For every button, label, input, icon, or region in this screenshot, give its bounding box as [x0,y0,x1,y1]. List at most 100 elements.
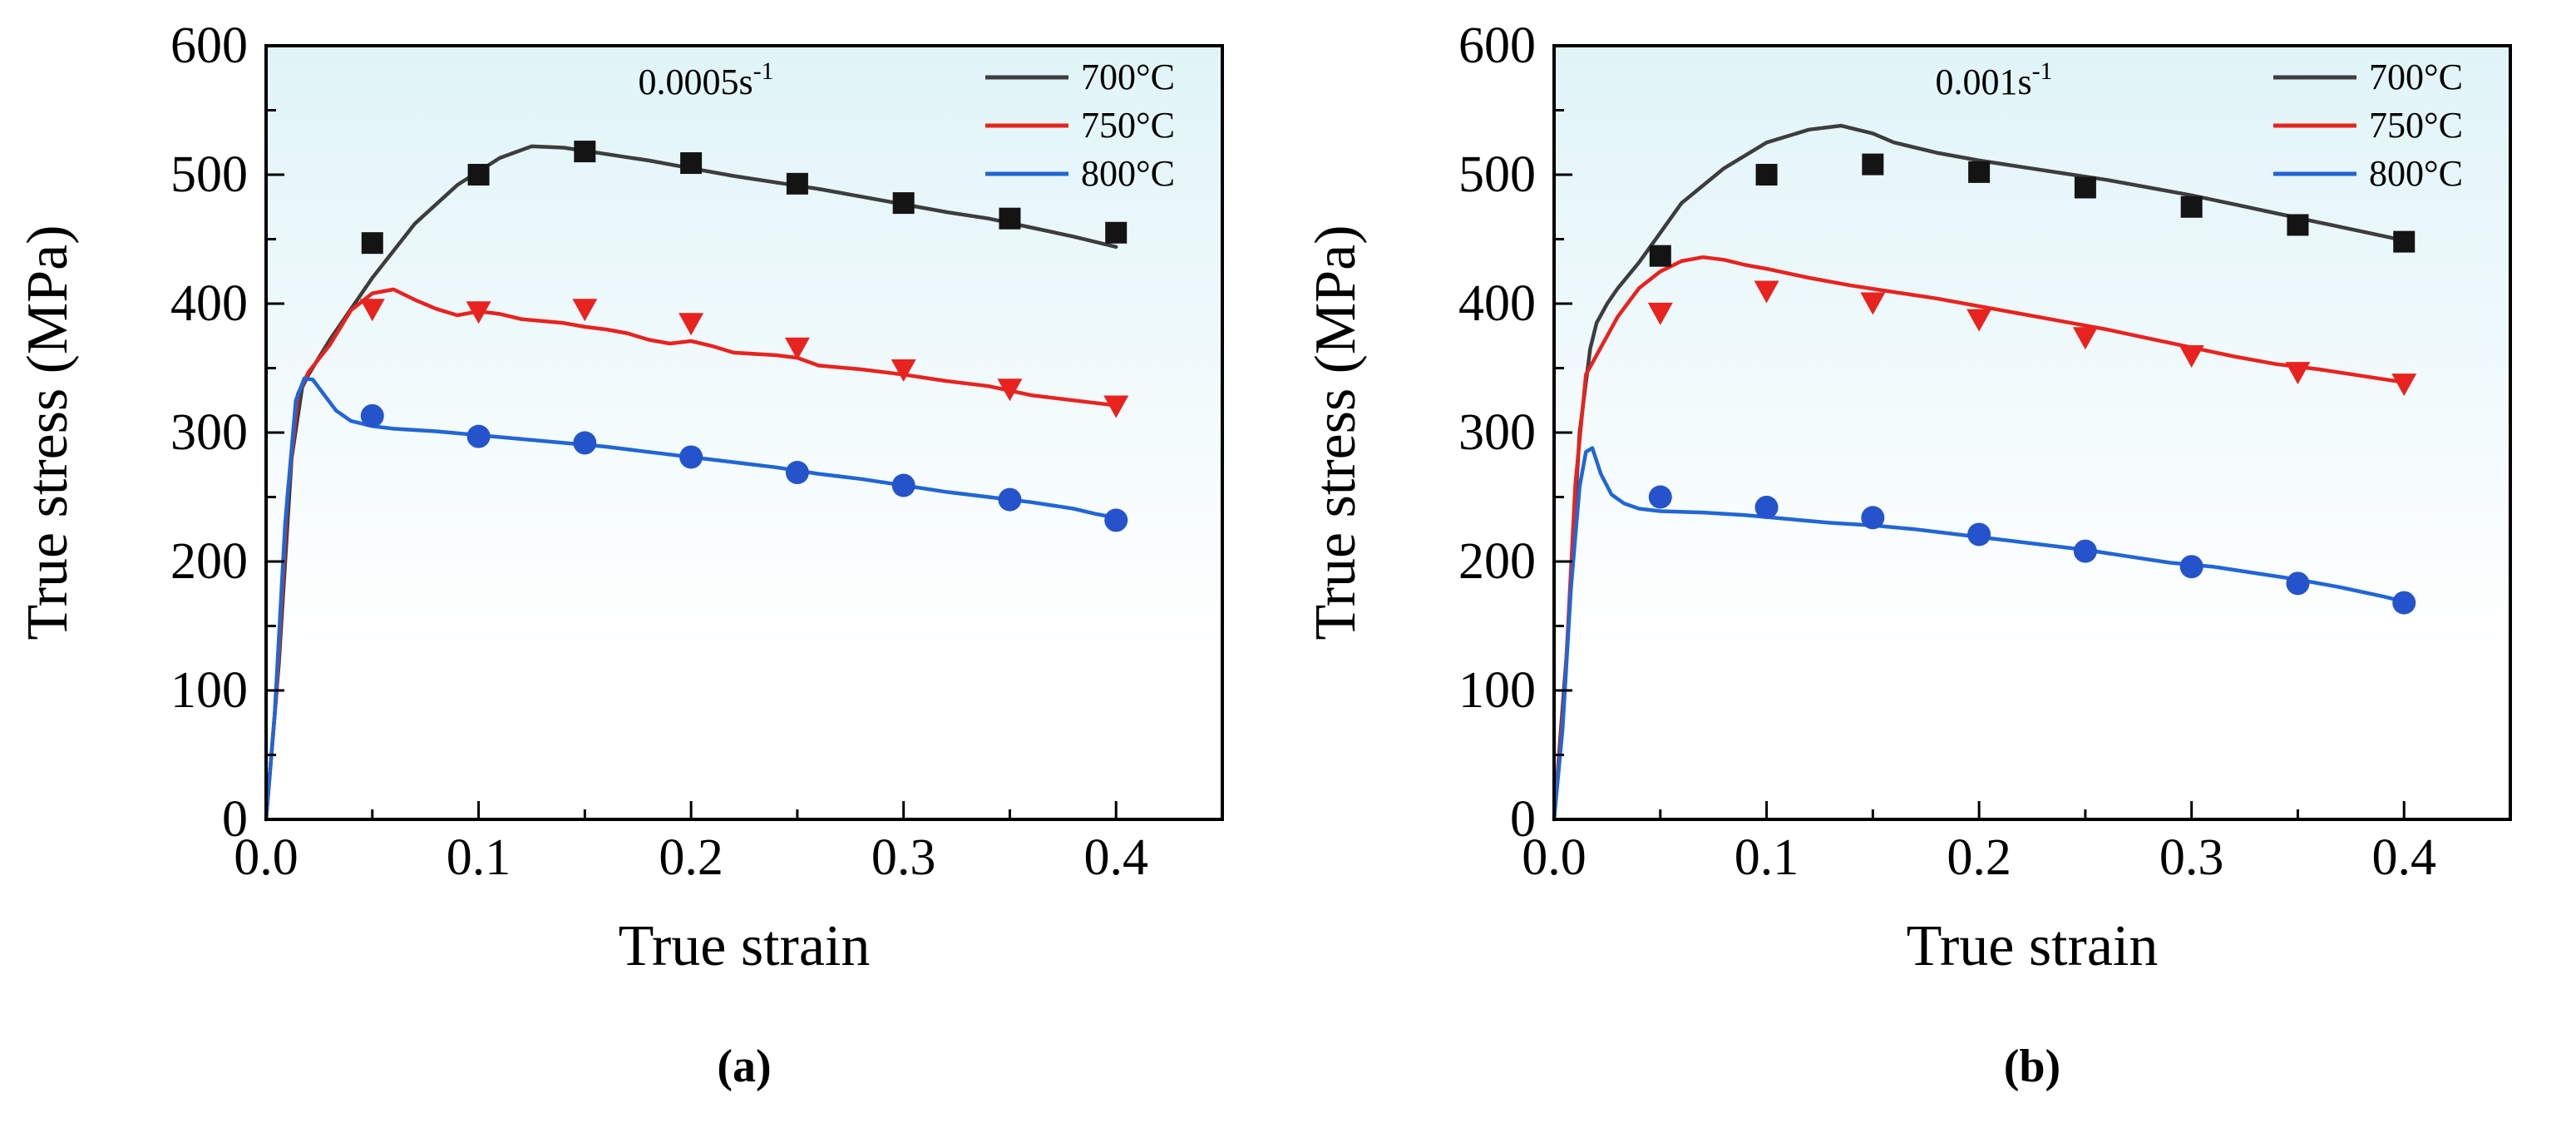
plot-area-background [266,46,1222,819]
triangle-down-marker [2072,327,2098,350]
square-marker [1755,164,1778,186]
triangle-down-marker [1103,395,1129,418]
triangle-down-marker [997,378,1023,402]
svg-text:0.3: 0.3 [2159,829,2224,886]
circle-marker [2392,591,2416,615]
circle-marker [1861,506,1885,530]
square-marker [1862,153,1884,176]
tick-labels: 0.0 0.1 0.2 0.3 0.4 0 100 200 300 400 500 600 [170,17,1148,886]
circle-marker [1967,522,1991,547]
svg-text:0.4: 0.4 [1083,829,1148,886]
triangle-down-marker [1860,292,1886,315]
square-marker [2074,176,2096,199]
svg-text:600: 600 [170,17,248,74]
square-marker [2287,214,2309,236]
y-axis-title: True stress (MPa) [1304,225,1368,640]
series-line-750°C [264,287,1118,822]
chart-panel-a: 0.0 0.1 0.2 0.3 0.4 0 100 200 300 400 500 600 True s… [16,17,1224,1092]
svg-text:0.1: 0.1 [1735,829,1799,886]
svg-text:0.1: 0.1 [447,829,511,886]
panel-caption: (a) [717,1041,771,1092]
svg-text:500: 500 [1458,146,1536,203]
square-marker [892,192,915,215]
series-markers [359,141,1129,532]
square-marker [2180,195,2203,218]
svg-text:100: 100 [1458,662,1536,719]
tick-labels: 0.0 0.1 0.2 0.3 0.4 0 100 200 300 400 500 600 [1458,17,2436,886]
circle-marker [2073,539,2097,563]
svg-text:400: 400 [1458,275,1536,332]
triangle-down-marker [679,313,704,336]
legend-label: 800°C [1081,153,1175,194]
svg-text:0.4: 0.4 [2371,829,2436,886]
triangle-down-marker [572,299,598,322]
square-marker [999,207,1021,230]
svg-text:0.2: 0.2 [1947,829,2011,886]
legend-label: 800°C [2369,153,2463,194]
circle-marker [1104,508,1128,532]
svg-text:600: 600 [1458,17,1536,74]
circle-marker [466,424,491,448]
triangle-down-marker [2179,345,2204,368]
plot-area-background [1554,46,2510,819]
strain-rate-annotation: 0.0005s-1 [638,57,773,102]
square-marker [1105,221,1128,244]
svg-text:200: 200 [170,533,248,590]
legend-label: 750°C [2369,105,2463,146]
svg-text:0.2: 0.2 [659,829,723,886]
circle-marker [1648,485,1672,509]
circle-marker [2179,555,2203,579]
chart-a-svg: 0.0 0.1 0.2 0.3 0.4 0 100 200 300 400 500 600 True s… [16,17,1224,1092]
triangle-down-marker [466,301,491,324]
svg-text:400: 400 [170,275,248,332]
series-lines [1552,123,2406,822]
svg-text:0: 0 [222,791,248,848]
svg-text:0: 0 [1510,791,1536,848]
circle-marker [573,431,597,455]
legend: 700°C 750°C 800°C [2273,57,2463,194]
series-line-800°C [264,376,1118,822]
svg-text:0.0: 0.0 [234,829,299,886]
triangle-down-marker [1754,280,1779,304]
svg-text:500: 500 [170,146,248,203]
strain-rate-annotation: 0.001s-1 [1935,57,2052,102]
svg-text:200: 200 [1458,533,1536,590]
svg-text:100: 100 [170,662,248,719]
triangle-down-marker [2285,362,2311,385]
x-axis-title: True strain [619,914,871,978]
series-line-800°C [1552,446,2406,822]
square-marker [1649,245,1671,267]
square-marker [467,164,490,186]
axis-ticks [264,44,1224,821]
svg-text:0.3: 0.3 [871,829,936,886]
triangle-down-marker [2391,374,2417,397]
chart-panel-b: 0.0 0.1 0.2 0.3 0.4 0 100 200 300 400 500 600 True s… [1288,0,2576,1123]
svg-text:0.0: 0.0 [1522,829,1587,886]
series-markers [1647,153,2417,615]
square-marker [574,141,596,163]
legend-label: 700°C [1081,57,1175,97]
triangle-down-marker [1647,302,1673,325]
series-lines [264,144,1118,822]
axis-ticks [1552,44,2512,821]
triangle-down-marker [359,299,385,322]
circle-marker [360,403,384,428]
circle-marker [1754,495,1779,519]
square-marker [786,172,808,195]
legend: 700°C 750°C 800°C [985,57,1175,194]
svg-text:300: 300 [170,404,248,461]
square-marker [1968,161,1991,183]
square-marker [361,232,383,255]
chart-b-svg: 0.0 0.1 0.2 0.3 0.4 0 100 200 300 400 500 600 True s… [1304,17,2512,1092]
svg-text:300: 300 [1458,404,1536,461]
legend-label: 750°C [1081,105,1175,146]
square-marker [680,152,703,175]
circle-marker [785,461,809,485]
square-marker [2393,230,2416,253]
panel-caption: (b) [2004,1041,2060,1092]
legend-label: 700°C [2369,57,2463,97]
circle-marker [2286,571,2310,596]
triangle-down-marker [784,337,810,360]
